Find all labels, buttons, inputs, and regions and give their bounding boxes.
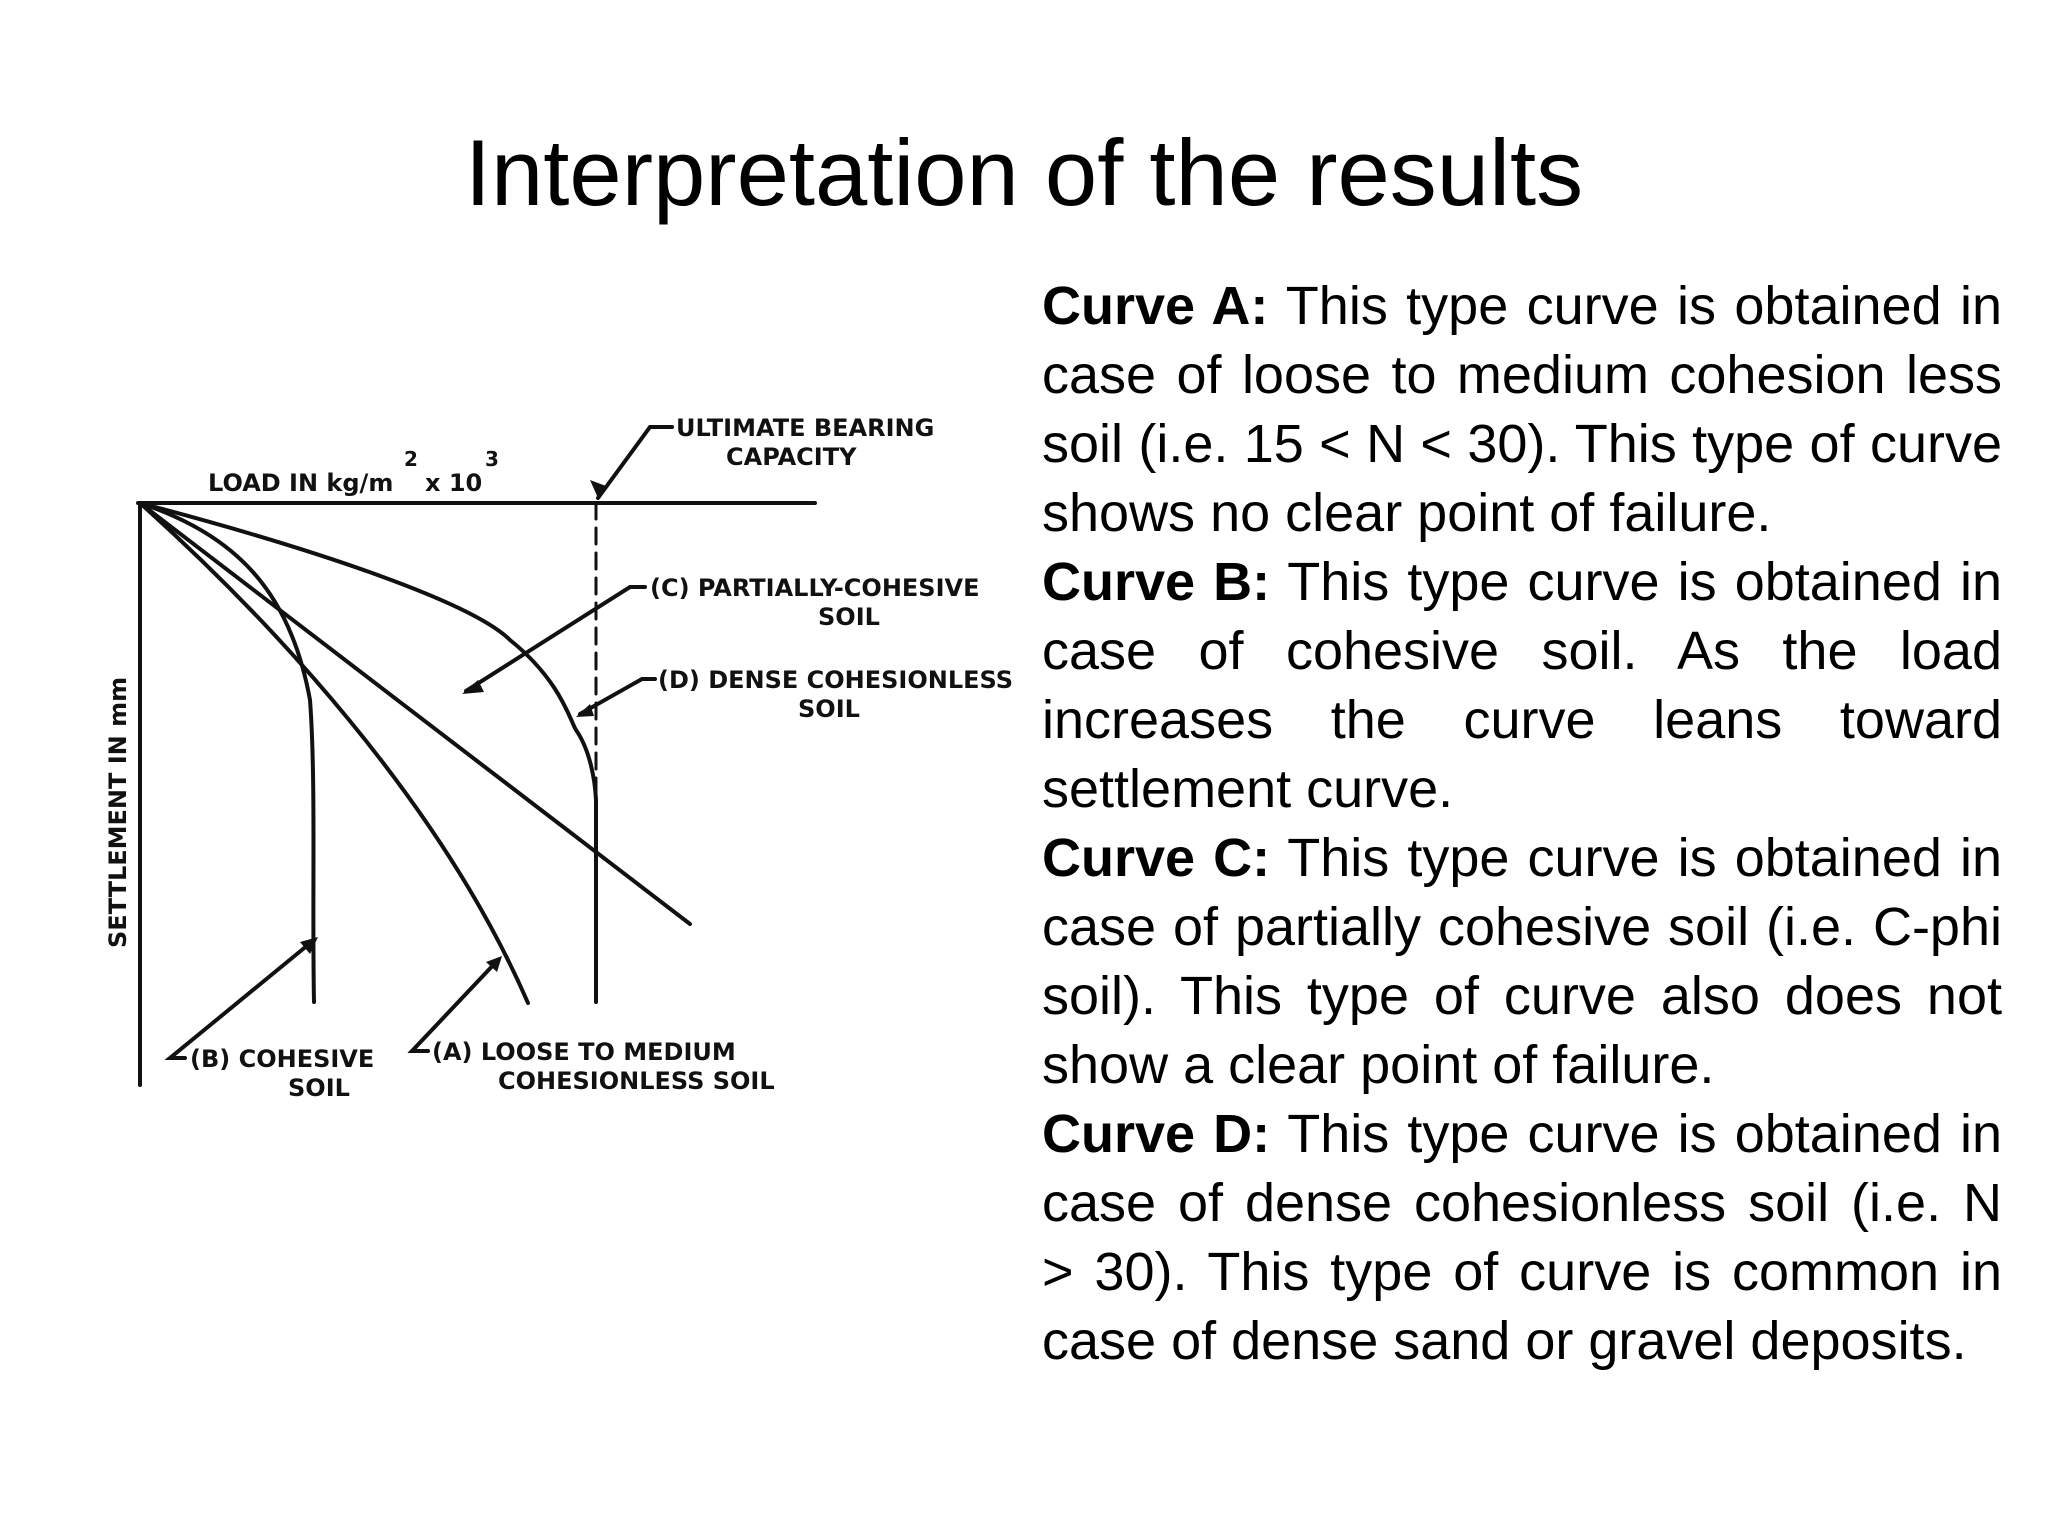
curve-descriptions: Curve A: This type curve is obtained in …: [1042, 272, 2002, 1376]
curve-b-heading: Curve B:: [1042, 552, 1271, 612]
y-axis-label: SETTLEMENT IN mm: [104, 677, 132, 948]
x-axis-multiplier: x 10: [425, 469, 482, 497]
curve-b-label-line2: SOIL: [288, 1074, 350, 1102]
curve-a-label-line1: (A) LOOSE TO MEDIUM: [432, 1038, 736, 1066]
curve-d-leader: [578, 677, 657, 716]
x-axis-label: LOAD IN kg/m: [208, 469, 393, 497]
ubc-arrowhead: [590, 480, 606, 498]
curve-d-heading: Curve D:: [1042, 1104, 1271, 1164]
curve-c-leader: [464, 585, 647, 693]
ubc-leader: [596, 425, 674, 500]
curve-c-partially-cohesive: [138, 501, 598, 1004]
curve-straight-line: [138, 501, 692, 926]
load-settlement-diagram: LOAD IN kg/m 2 x 10 3 SETTLEMENT IN mm U…: [104, 414, 1013, 1102]
curve-d-label-line1: (D) DENSE COHESIONLESS: [658, 666, 1013, 694]
curve-b-text: This type curve is obtained in case of c…: [1042, 552, 2002, 819]
curve-a-text: This type curve is obtained in case of l…: [1042, 276, 2002, 543]
curve-c-text: This type curve is obtained in case of p…: [1042, 828, 2002, 1095]
x-axis-superscript-2: 3: [485, 447, 499, 471]
ubc-label-line2: CAPACITY: [726, 443, 857, 471]
curve-a-leader: [407, 958, 500, 1053]
curve-c-label-line1: (C) PARTIALLY-COHESIVE: [650, 574, 979, 602]
curve-c-description: Curve C: This type curve is obtained in …: [1042, 824, 2002, 1100]
curve-c-label-line2: SOIL: [818, 603, 880, 631]
curve-a-label-line2: COHESIONLESS SOIL: [498, 1067, 775, 1095]
curve-a-description: Curve A: This type curve is obtained in …: [1042, 272, 2002, 548]
x-axis-superscript-1: 2: [404, 447, 418, 471]
curve-a-arrowhead: [486, 956, 502, 972]
curve-d-arrowhead: [576, 704, 594, 717]
curve-b-leader: [164, 938, 316, 1060]
curve-d-label-line2: SOIL: [798, 695, 860, 723]
curve-a-loose-medium: [138, 501, 530, 1005]
curve-b-arrowhead: [300, 937, 318, 954]
ubc-label-line1: ULTIMATE BEARING: [676, 414, 934, 442]
slide-title: Interpretation of the results: [464, 120, 1584, 225]
curve-b-description: Curve B: This type curve is obtained in …: [1042, 548, 2002, 824]
curve-b-cohesive: [138, 501, 316, 1004]
curve-a-heading: Curve A:: [1042, 276, 1269, 336]
curve-c-heading: Curve C:: [1042, 828, 1271, 888]
curve-d-description: Curve D: This type curve is obtained in …: [1042, 1100, 2002, 1376]
curve-c-arrowhead: [462, 680, 484, 694]
curve-d-text: This type curve is obtained in case of d…: [1042, 1104, 2002, 1371]
curve-b-label-line1: (B) COHESIVE: [190, 1045, 374, 1073]
